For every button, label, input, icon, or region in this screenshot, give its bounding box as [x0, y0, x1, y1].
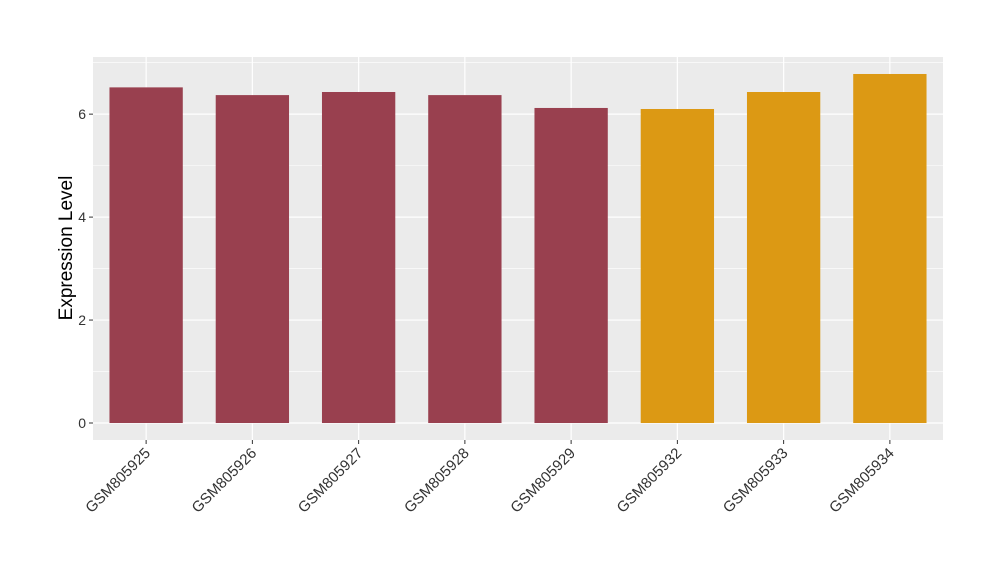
x-tick-label: GSM805926	[189, 445, 261, 517]
bar	[853, 73, 927, 424]
x-tick-label: GSM805929	[507, 445, 579, 517]
x-tick-label: GSM805932	[614, 445, 686, 517]
bar	[428, 95, 502, 424]
y-tick-label: 6	[78, 106, 86, 122]
x-tick-label: GSM805933	[720, 445, 792, 517]
x-tick-label: GSM805927	[295, 445, 367, 517]
x-tick-label: GSM805934	[826, 445, 898, 517]
x-tick-label: GSM805928	[401, 445, 473, 517]
x-tick-label: GSM805925	[82, 445, 154, 517]
y-tick-label: 0	[78, 415, 86, 431]
y-tick-label: 4	[78, 209, 86, 225]
bar	[640, 108, 715, 424]
y-axis-title: Expression Level	[56, 176, 77, 321]
y-tick-label: 2	[78, 312, 86, 328]
bar	[534, 107, 608, 424]
bar	[215, 95, 290, 424]
bar	[109, 87, 183, 424]
bar	[746, 92, 821, 424]
bar	[321, 92, 396, 424]
